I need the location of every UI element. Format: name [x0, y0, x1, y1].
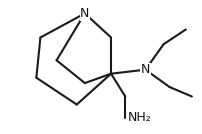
Text: N: N: [80, 7, 89, 20]
Text: N: N: [141, 63, 150, 76]
Text: NH₂: NH₂: [127, 111, 151, 124]
